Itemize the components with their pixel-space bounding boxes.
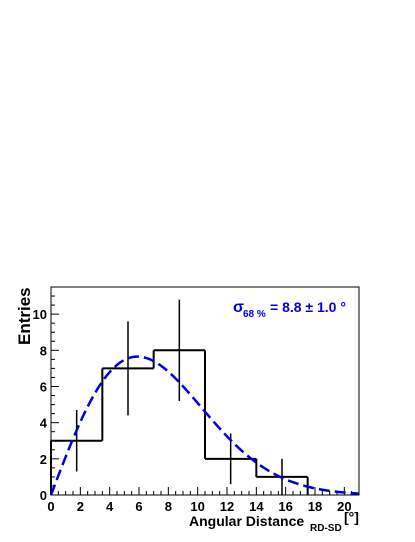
y-axis-ticks: 0 2 4 6 8 10 (33, 286, 59, 503)
x-tick-label: 2 (77, 499, 84, 514)
x-tick-label: 16 (278, 499, 292, 514)
sigma-value: = 8.8 ± 1.0 ° (270, 299, 346, 315)
x-axis-label: Angular Distance (189, 513, 304, 529)
x-tick-label: 6 (135, 499, 142, 514)
x-tick-label: 14 (249, 499, 264, 514)
x-tick-label: 0 (47, 499, 54, 514)
x-tick-label: 18 (308, 499, 322, 514)
fit-curve (49, 355, 360, 496)
y-tick-label: 6 (40, 379, 47, 394)
x-axis-label-unit: [°] (344, 509, 359, 525)
x-tick-label: 10 (190, 499, 204, 514)
x-tick-label: 20 (337, 499, 351, 514)
histogram-bins (50, 349, 309, 495)
x-tick-label: 12 (220, 499, 234, 514)
x-axis-label-subscript: RD-SD (310, 523, 342, 534)
y-axis-label: Entries (15, 287, 34, 345)
sigma-symbol: σ (233, 299, 244, 316)
y-tick-label: 2 (40, 452, 47, 467)
y-tick-label: 8 (40, 343, 47, 358)
y-tick-label: 10 (33, 307, 47, 322)
error-bars (75, 299, 283, 495)
x-tick-label: 4 (106, 499, 114, 514)
x-axis-ticks: 0 2 4 6 8 10 12 14 16 18 20 (47, 487, 360, 514)
sigma-subscript: 68 % (243, 309, 266, 320)
y-tick-label: 0 (40, 488, 47, 503)
y-tick-label: 4 (40, 416, 48, 431)
x-tick-label: 8 (165, 499, 172, 514)
